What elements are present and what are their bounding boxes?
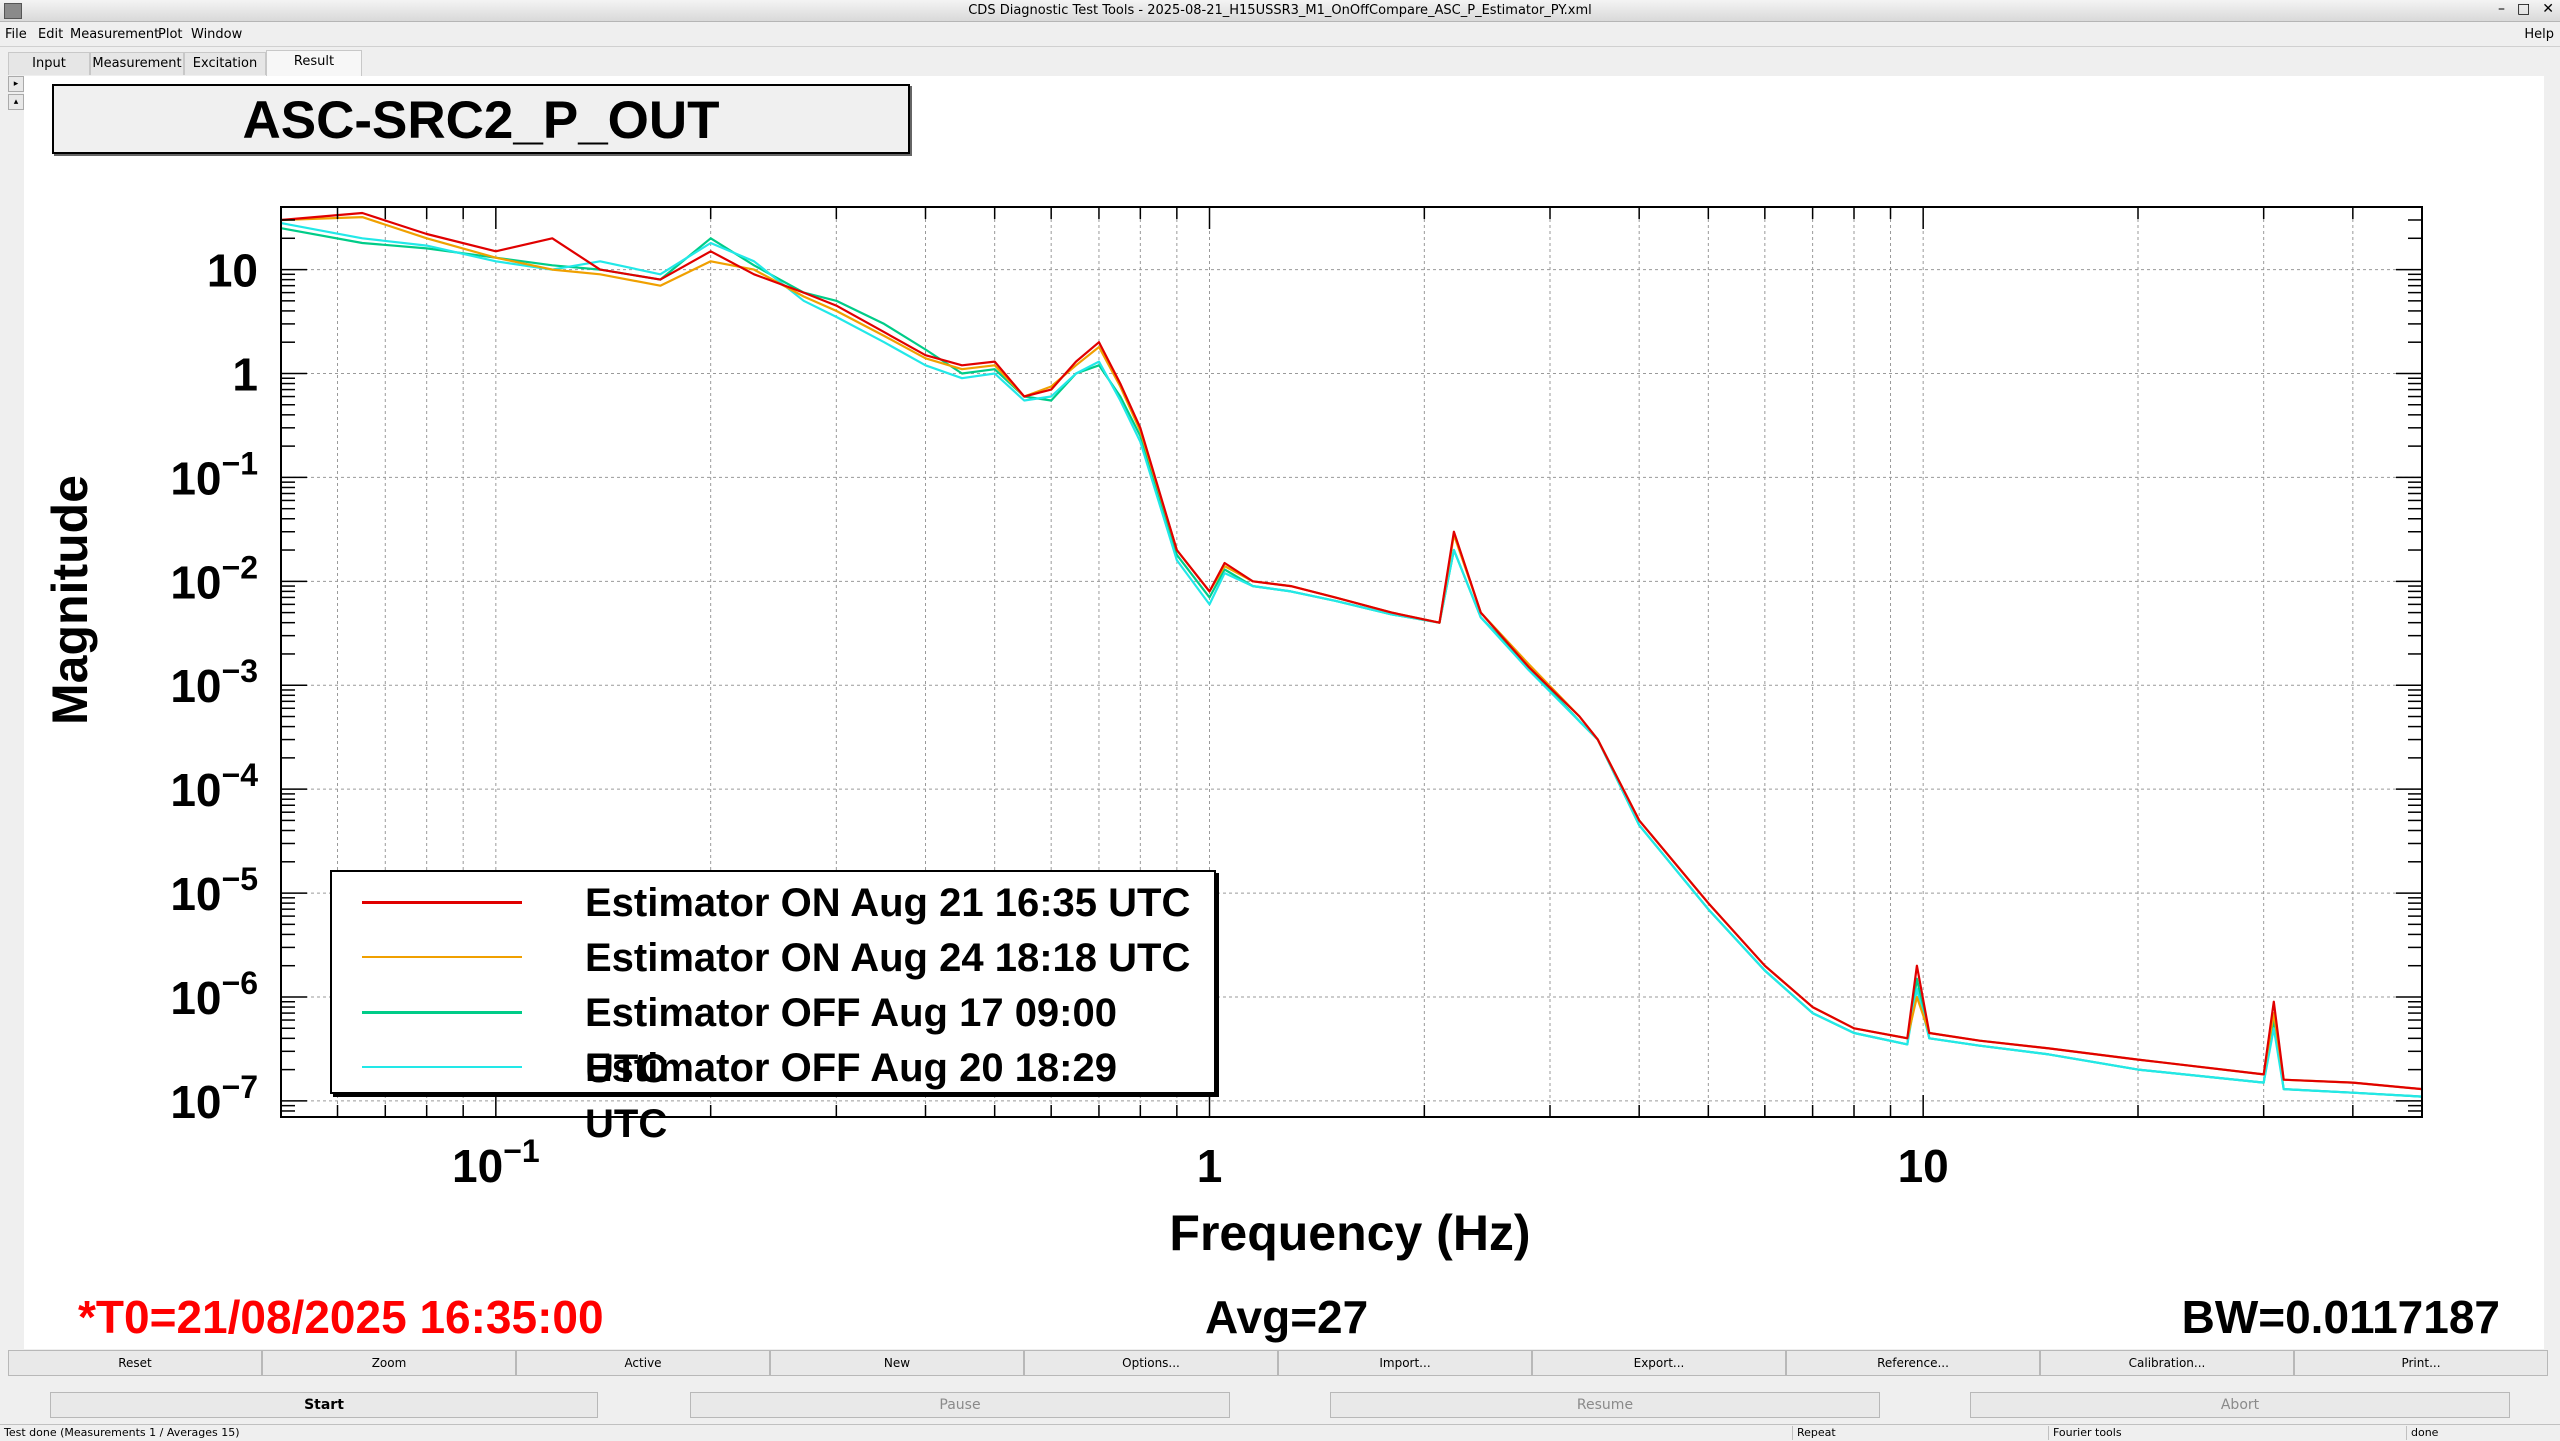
status-state: done (2406, 1426, 2438, 1440)
minimize-icon[interactable]: – (2498, 1, 2506, 17)
legend-swatch-cyan (362, 1066, 522, 1068)
legend-entry: Estimator ON Aug 21 16:35 UTC (362, 875, 1202, 931)
legend-label: Estimator OFF Aug 20 18:29 UTC (585, 1046, 1117, 1146)
legend-label: Estimator OFF Aug 17 09:00 UTC (585, 991, 1117, 1091)
legend-entry: Estimator ON Aug 24 18:18 UTC (362, 930, 1202, 986)
t0-timestamp: *T0=21/08/2025 16:35:00 (78, 1291, 604, 1343)
menu-edit[interactable]: Edit (38, 27, 64, 42)
options-button[interactable]: Options... (1024, 1350, 1278, 1376)
legend-label: Estimator ON Aug 21 16:35 UTC (585, 881, 1191, 925)
legend-entry: Estimator OFF Aug 17 09:00 UTC (362, 985, 1202, 1091)
legend-entry: Estimator OFF Aug 20 18:29 UTC (362, 1040, 1202, 1146)
y-axis-label: Magnitude (42, 475, 98, 725)
tab-measurement[interactable]: Measurement (90, 52, 184, 75)
close-icon[interactable]: ✕ (2542, 1, 2554, 17)
menu-measurement[interactable]: Measurement (70, 27, 160, 42)
status-message: Test done (Measurements 1 / Averages 15) (4, 1426, 240, 1439)
channel-title: ASC-SRC2_P_OUT (52, 84, 910, 154)
plot-button-row: Reset Zoom Active New Options... Import.… (8, 1350, 2548, 1376)
legend-swatch-red (362, 901, 522, 904)
status-bar: Test done (Measurements 1 / Averages 15)… (0, 1424, 2560, 1441)
print-button[interactable]: Print... (2294, 1350, 2548, 1376)
legend-swatch-orange (362, 956, 522, 958)
app-icon (4, 3, 22, 19)
menu-file[interactable]: File (5, 27, 27, 42)
export-button[interactable]: Export... (1532, 1350, 1786, 1376)
tab-input[interactable]: Input (8, 52, 90, 75)
panel-toggles: ▸ ▴ (8, 76, 24, 112)
maximize-icon[interactable]: □ (2517, 1, 2531, 17)
menu-help[interactable]: Help (2524, 27, 2554, 42)
plot-panel (24, 76, 2544, 1349)
window-title: CDS Diagnostic Test Tools - 2025-08-21_H… (968, 3, 1592, 18)
start-button[interactable]: Start (50, 1392, 598, 1418)
tab-bar: Input Measurement Excitation Result (0, 50, 2560, 76)
window-titlebar: CDS Diagnostic Test Tools - 2025-08-21_H… (0, 0, 2560, 22)
menu-window[interactable]: Window (191, 27, 243, 42)
legend: Estimator ON Aug 21 16:35 UTC Estimator … (330, 870, 1216, 1146)
menu-plot[interactable]: Plot (158, 27, 183, 42)
zoom-button[interactable]: Zoom (262, 1350, 516, 1376)
legend-label: Estimator ON Aug 24 18:18 UTC (585, 936, 1191, 980)
pause-button[interactable]: Pause (690, 1392, 1230, 1418)
averages-readout: Avg=27 (1205, 1291, 1369, 1343)
x-axis-label: Frequency (Hz) (1169, 1205, 1531, 1261)
collapse-arrow-icon[interactable]: ▴ (8, 94, 24, 110)
calibration-button[interactable]: Calibration... (2040, 1350, 2294, 1376)
tab-result[interactable]: Result (266, 50, 362, 76)
reference-button[interactable]: Reference... (1786, 1350, 2040, 1376)
legend-swatch-green (362, 1011, 522, 1014)
window-controls: – □ ✕ (2498, 1, 2554, 17)
reset-button[interactable]: Reset (8, 1350, 262, 1376)
abort-button[interactable]: Abort (1970, 1392, 2510, 1418)
status-repeat: Repeat (1792, 1426, 1836, 1440)
new-button[interactable]: New (770, 1350, 1024, 1376)
active-button[interactable]: Active (516, 1350, 770, 1376)
tab-excitation[interactable]: Excitation (184, 52, 266, 75)
status-tools: Fourier tools (2048, 1426, 2122, 1440)
bandwidth-readout: BW=0.0117187 (2181, 1291, 2500, 1343)
resume-button[interactable]: Resume (1330, 1392, 1880, 1418)
menu-bar: File Edit Measurement Plot Window Help (0, 22, 2560, 47)
import-button[interactable]: Import... (1278, 1350, 1532, 1376)
expand-arrow-icon[interactable]: ▸ (8, 76, 24, 92)
